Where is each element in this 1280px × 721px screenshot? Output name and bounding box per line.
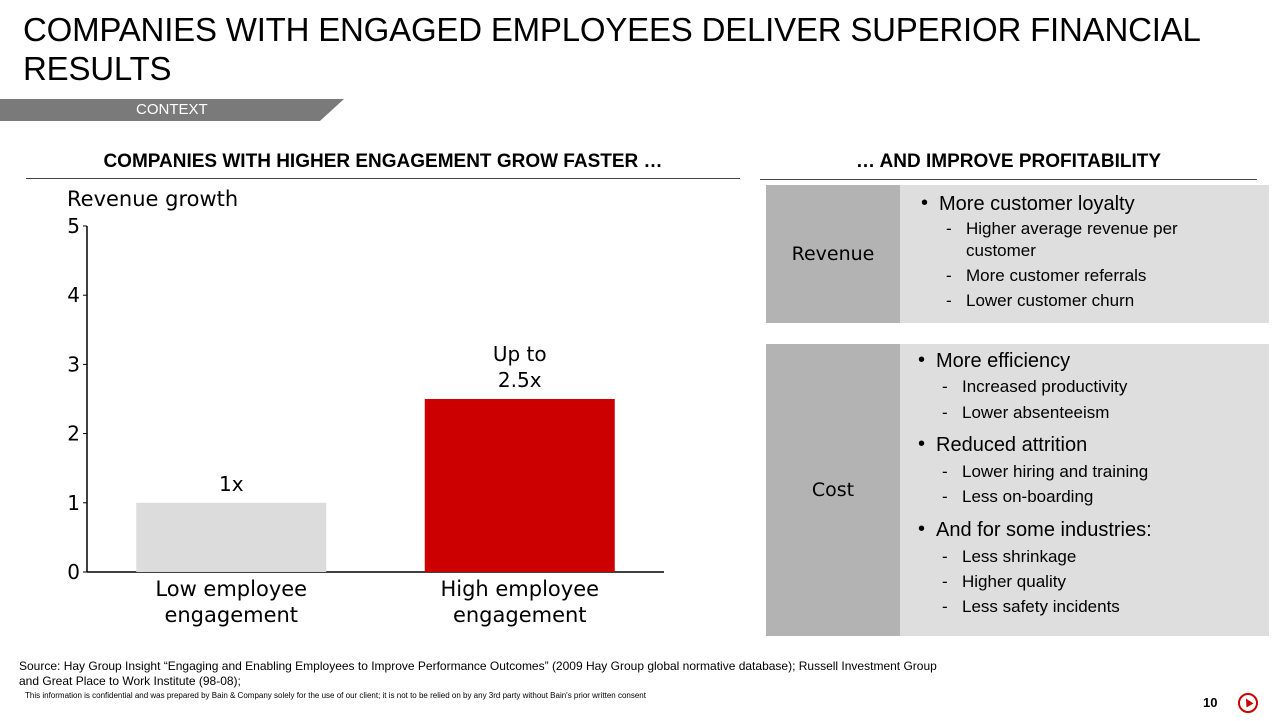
page-number: 10 <box>1203 695 1218 710</box>
cost-panel: Cost More efficiency Increased productiv… <box>766 344 1269 636</box>
bar-data-label: 1x <box>219 472 244 496</box>
slide-title: COMPANIES WITH ENGAGED EMPLOYEES DELIVER… <box>23 11 1200 87</box>
list-subitem: Less safety incidents <box>942 596 1120 618</box>
right-section-heading: … AND IMPROVE PROFITABILITY <box>855 151 1162 172</box>
y-tick-label: 0 <box>67 560 80 584</box>
x-tick-label: High employee <box>440 577 599 601</box>
x-tick-label: engagement <box>164 603 298 627</box>
cost-list: More efficiency Increased productivity L… <box>900 344 1269 636</box>
left-heading-rule <box>26 178 740 179</box>
list-subitem: More customer referrals <box>946 265 1146 287</box>
list-item: More efficiency <box>918 349 1070 373</box>
list-subitem: Increased productivity <box>942 376 1127 398</box>
y-axis-title: Revenue growth <box>67 187 239 211</box>
left-section-heading: COMPANIES WITH HIGHER ENGAGEMENT GROW FA… <box>103 151 663 172</box>
list-subitem: Less shrinkage <box>942 546 1076 568</box>
list-subitem: Higher quality <box>942 571 1066 593</box>
context-ribbon-label: CONTEXT <box>136 101 208 118</box>
revenue-label: Revenue <box>766 185 900 323</box>
y-tick-label: 4 <box>67 283 80 307</box>
cost-label: Cost <box>766 344 900 636</box>
list-subitem: Lower hiring and training <box>942 461 1148 483</box>
confidentiality-note: This information is confidential and was… <box>25 691 646 700</box>
y-tick-label: 1 <box>67 491 80 515</box>
right-heading-rule <box>760 179 1257 180</box>
context-ribbon: CONTEXT <box>0 99 344 121</box>
bar-data-label: 2.5x <box>498 368 542 392</box>
bar <box>136 502 327 572</box>
bar-data-label: Up to <box>493 342 547 366</box>
bain-logo-icon <box>1238 693 1258 713</box>
x-tick-label: Low employee <box>155 577 307 601</box>
list-item: More customer loyalty <box>921 192 1135 216</box>
revenue-panel: Revenue More customer loyalty Higher ave… <box>766 185 1269 323</box>
list-subitem: Higher average revenue per customer <box>946 218 1216 262</box>
list-item: And for some industries: <box>918 518 1152 542</box>
list-subitem: Lower customer churn <box>946 290 1134 312</box>
list-subitem: Lower absenteeism <box>942 402 1109 424</box>
list-subitem: Less on-boarding <box>942 486 1093 508</box>
bar <box>424 399 615 572</box>
revenue-list: More customer loyalty Higher average rev… <box>900 185 1269 323</box>
y-tick-label: 3 <box>67 352 80 376</box>
source-note: Source: Hay Group Insight “Engaging and … <box>19 659 937 688</box>
list-item: Reduced attrition <box>918 433 1087 457</box>
y-tick-label: 2 <box>67 422 80 446</box>
x-tick-label: engagement <box>453 603 587 627</box>
y-tick-label: 5 <box>67 214 80 238</box>
